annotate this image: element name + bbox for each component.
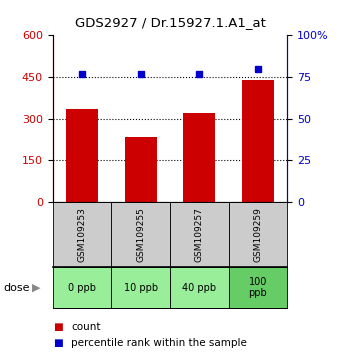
Text: 0 ppb: 0 ppb: [68, 282, 96, 293]
Text: GSM109255: GSM109255: [136, 207, 145, 262]
Text: GSM109253: GSM109253: [78, 207, 86, 262]
Text: 100
ppb: 100 ppb: [249, 277, 267, 298]
Text: GSM109259: GSM109259: [254, 207, 262, 262]
Bar: [183, 113, 216, 202]
FancyBboxPatch shape: [228, 267, 287, 308]
Text: count: count: [71, 322, 101, 332]
Text: 40 ppb: 40 ppb: [182, 282, 216, 293]
Text: ■: ■: [53, 322, 63, 332]
FancyBboxPatch shape: [170, 267, 228, 308]
Text: ■: ■: [53, 338, 63, 348]
Text: 10 ppb: 10 ppb: [124, 282, 158, 293]
FancyBboxPatch shape: [228, 202, 287, 267]
Text: GDS2927 / Dr.15927.1.A1_at: GDS2927 / Dr.15927.1.A1_at: [74, 16, 266, 29]
FancyBboxPatch shape: [112, 202, 170, 267]
Text: ▶: ▶: [32, 282, 40, 293]
Bar: [124, 137, 157, 202]
FancyBboxPatch shape: [53, 202, 112, 267]
FancyBboxPatch shape: [112, 267, 170, 308]
Bar: [242, 80, 274, 202]
Text: GSM109257: GSM109257: [195, 207, 204, 262]
Bar: [66, 109, 98, 202]
Text: dose: dose: [3, 282, 30, 293]
FancyBboxPatch shape: [170, 202, 228, 267]
Text: percentile rank within the sample: percentile rank within the sample: [71, 338, 247, 348]
FancyBboxPatch shape: [53, 267, 112, 308]
